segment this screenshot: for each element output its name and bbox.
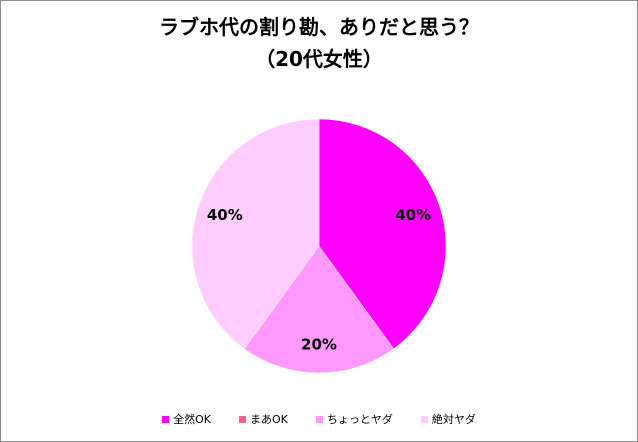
legend-item-zettai-yada: 絶対ヤダ <box>420 411 476 427</box>
legend-label: ちょっとヤダ <box>326 413 393 426</box>
legend-label: まあOK <box>250 413 288 426</box>
legend-label: 絶対ヤダ <box>431 413 476 426</box>
legend-swatch <box>315 415 323 423</box>
data-label: 20% <box>301 336 337 354</box>
data-label: 40% <box>207 206 243 224</box>
slice-chotto-yada <box>244 245 394 374</box>
legend-label: 全然OK <box>173 413 211 426</box>
legend-item-chotto-yada: ちょっとヤダ <box>315 411 393 427</box>
chart-title: ラブホ代の割り勘、ありだと思う？ <box>159 15 479 39</box>
legend-item-zenzen-ok: 全然OK <box>162 411 211 427</box>
legend: 全然OK まあOK ちょっとヤダ 絶対ヤダ <box>0 410 638 428</box>
data-label: 40% <box>395 206 431 224</box>
slice-zenzen-ok <box>318 118 447 350</box>
legend-swatch <box>239 415 246 423</box>
legend-item-maa-ok: まあOK <box>239 411 288 427</box>
chart-subtitle: （20代女性） <box>255 47 383 71</box>
legend-swatch <box>162 415 170 423</box>
slice-zettai-yada <box>191 118 320 350</box>
legend-swatch <box>420 415 428 423</box>
